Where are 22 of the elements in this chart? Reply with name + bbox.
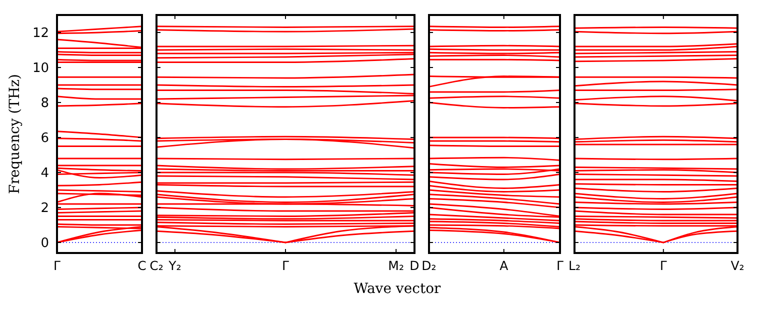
y-tick-label: 2 bbox=[40, 201, 49, 216]
x-tick-label: M₂ bbox=[388, 258, 404, 273]
x-tick-label: D bbox=[410, 258, 420, 273]
x-tick-label: Y₂ bbox=[168, 258, 182, 273]
y-tick-label: 4 bbox=[40, 166, 49, 182]
y-axis-title: Frequency (THz) bbox=[7, 74, 23, 194]
x-tick-label: C₂ bbox=[150, 258, 164, 273]
x-axis-title: Wave vector bbox=[354, 281, 442, 297]
y-tick-label: 10 bbox=[32, 61, 49, 76]
x-tick-label: Γ bbox=[660, 258, 667, 273]
y-tick-label: 8 bbox=[40, 96, 49, 112]
y-tick-label: 6 bbox=[40, 131, 49, 146]
y-tick-label: 0 bbox=[40, 236, 49, 252]
x-tick-label: Γ bbox=[556, 258, 564, 273]
x-tick-label: Γ bbox=[54, 258, 61, 273]
x-tick-label: Γ bbox=[282, 258, 290, 273]
y-tick-label: 12 bbox=[32, 26, 49, 42]
x-tick-label: A bbox=[500, 258, 509, 273]
x-tick-label: L₂ bbox=[568, 258, 580, 273]
x-tick-label: D₂ bbox=[422, 258, 436, 273]
x-tick-label: C bbox=[138, 258, 147, 273]
x-tick-label: V₂ bbox=[730, 258, 744, 273]
